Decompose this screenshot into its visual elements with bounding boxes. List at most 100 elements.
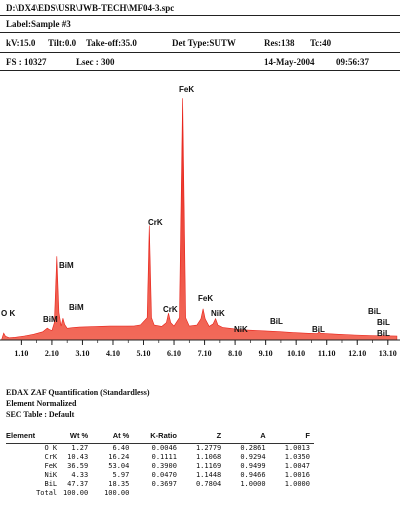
peak-label: NiK	[211, 309, 225, 318]
peak-label: FeK	[179, 85, 194, 94]
table-cell: 100.00	[104, 489, 130, 497]
table-cell	[133, 489, 181, 498]
x-tick-label: 6.10	[167, 349, 181, 358]
table-cell: O K	[44, 444, 58, 452]
table-cell: 0.7804	[195, 480, 222, 488]
table-cell: 16.24	[108, 453, 130, 461]
header-divider	[0, 15, 400, 16]
peak-label: CrK	[163, 305, 178, 314]
table-cell: 1.1068	[195, 453, 222, 461]
table-row: FeK 36.59 53.04 0.3900 1.1169 0.9499 1.0…	[6, 462, 314, 471]
table-cell: 1.0016	[284, 471, 310, 479]
table-cell: 0.9466	[240, 471, 266, 479]
col-header: Wt %	[59, 431, 93, 444]
sample-label: Label:Sample #3	[6, 19, 71, 29]
x-tick-label: 13.10	[379, 349, 397, 358]
full-scale-value: FS : 10327	[6, 57, 47, 67]
spectrum-series	[1, 98, 398, 341]
table-cell: CrK	[44, 453, 58, 461]
x-tick-label: 8.10	[228, 349, 242, 358]
table-cell: 1.1169	[195, 462, 222, 470]
table-cell: 36.59	[67, 462, 89, 470]
table-cell: 1.0013	[284, 444, 310, 452]
table-cell: 0.3697	[151, 480, 177, 488]
table-cell: 53.04	[108, 462, 130, 470]
header-divider	[0, 52, 400, 53]
table-cell: 1.2779	[195, 444, 222, 452]
table-cell	[181, 489, 225, 498]
res-value: Res:138	[264, 38, 295, 48]
x-tick-label: 7.10	[198, 349, 212, 358]
peak-label: BiL	[312, 325, 325, 334]
table-cell: 4.33	[71, 471, 89, 479]
x-tick-label: 4.10	[106, 349, 120, 358]
peak-label: BiM	[59, 261, 74, 270]
table-cell: 1.0000	[284, 480, 310, 488]
header-divider	[0, 70, 400, 71]
table-row: NiK 4.33 5.97 0.0470 1.1448 0.9466 1.001…	[6, 471, 314, 480]
table-cell: 5.97	[112, 471, 130, 479]
takeoff-value: Take-off:35.0	[86, 38, 137, 48]
table-cell	[270, 489, 314, 498]
table-cell: 100.00	[62, 489, 89, 497]
count-params: FS : 10327 Lsec : 300 14-May-2004 09:56:…	[6, 57, 394, 69]
col-header: Z	[180, 431, 226, 444]
table-cell: 1.0047	[284, 462, 310, 470]
table-cell: 0.9294	[240, 453, 266, 461]
file-path: D:\DX4\EDS\USR\JWB-TECH\MF04-3.spc	[6, 3, 175, 13]
table-cell: 1.0000	[240, 480, 266, 488]
table-row: O K 1.27 6.40 0.0046 1.2779 0.2861 1.001…	[6, 444, 314, 454]
x-tick-label: 12.10	[348, 349, 366, 358]
peak-label: BiL	[368, 307, 381, 316]
col-header: Element	[6, 431, 60, 444]
acquisition-params: kV:15.0 Tilt:0.0 Take-off:35.0 Det Type:…	[6, 38, 394, 50]
peak-label: FeK	[198, 294, 213, 303]
acquisition-time: 09:56:37	[336, 57, 369, 67]
table-cell	[225, 489, 269, 498]
sec-table-label: SEC Table : Default	[6, 410, 75, 419]
col-header: At %	[92, 431, 134, 444]
peak-label: NiK	[234, 325, 248, 334]
table-cell: 0.0470	[151, 471, 177, 479]
eds-spectrum-chart: 1.10 2.10 3.10 4.10 5.10 6.10 7.10 8.10 9.10 10.1…	[0, 85, 400, 358]
table-cell: NiK	[44, 471, 58, 479]
x-tick-label: 1.10	[14, 349, 28, 358]
tc-value: Tc:40	[310, 38, 332, 48]
table-row: Total 100.00 100.00	[6, 489, 314, 498]
col-header: A	[225, 431, 270, 444]
table-cell: 0.2861	[240, 444, 266, 452]
table-cell: 0.0046	[151, 444, 177, 452]
quant-subtitle: Element Normalized	[6, 399, 77, 408]
quant-table: Element Wt % At % K-Ratio Z A F O K 1.27…	[6, 431, 314, 498]
table-cell: 47.37	[67, 480, 89, 488]
table-row: CrK 10.43 16.24 0.1111 1.1068 0.9294 1.0…	[6, 453, 314, 462]
x-tick-label: 9.10	[259, 349, 273, 358]
table-cell: 0.1111	[151, 453, 177, 461]
peak-label: BiL	[270, 317, 283, 326]
peak-label: O K	[1, 309, 15, 318]
x-tick-label: 3.10	[75, 349, 89, 358]
table-cell: 1.1448	[195, 471, 222, 479]
table-cell: 1.27	[71, 444, 89, 452]
table-row: BiL 47.37 18.35 0.3697 0.7804 1.0000 1.0…	[6, 480, 314, 489]
kv-value: kV:15.0	[6, 38, 36, 48]
table-cell: BiL	[44, 480, 58, 488]
x-tick-label: 11.10	[318, 349, 336, 358]
quant-title: EDAX ZAF Quantification (Standardless)	[6, 388, 150, 397]
table-cell: 6.40	[112, 444, 130, 452]
table-cell: 0.9499	[240, 462, 266, 470]
peak-label: BiL	[377, 329, 390, 338]
col-header: K-Ratio	[133, 431, 181, 444]
peak-label: BiL	[377, 318, 390, 327]
table-cell: 1.0350	[284, 453, 310, 461]
col-header: F	[269, 431, 314, 444]
table-cell: 0.3900	[151, 462, 177, 470]
det-type-value: Det Type:SUTW	[172, 38, 236, 48]
table-cell: Total	[36, 489, 58, 497]
tilt-value: Tilt:0.0	[48, 38, 77, 48]
table-cell: FeK	[44, 462, 58, 470]
x-tick-label: 10.10	[287, 349, 305, 358]
acquisition-date: 14-May-2004	[264, 57, 315, 67]
header-divider	[0, 32, 400, 33]
peak-label: BiM	[43, 315, 58, 324]
